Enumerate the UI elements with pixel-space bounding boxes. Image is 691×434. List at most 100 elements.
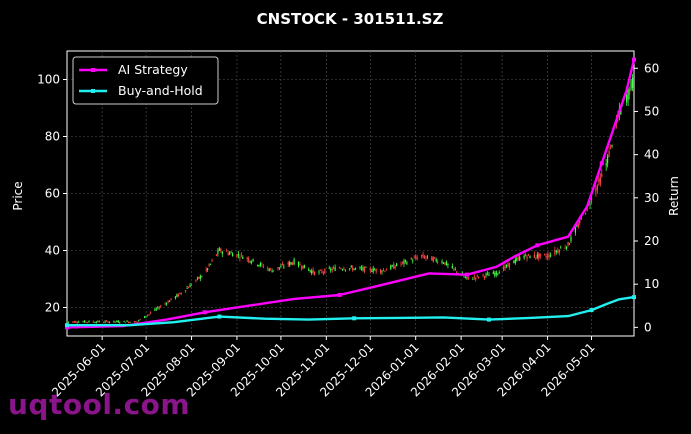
candle-body (394, 266, 396, 268)
candle-body (369, 268, 371, 271)
candle-body (139, 319, 141, 321)
candle-body (467, 277, 470, 279)
candle-body (374, 269, 376, 271)
candle-body (444, 262, 446, 265)
candle-body (308, 269, 310, 271)
candle-body (425, 257, 427, 259)
candle-body (215, 254, 218, 256)
candle-body (174, 296, 177, 299)
candle-body (393, 264, 395, 269)
candle-body (220, 248, 222, 252)
candle-body (503, 266, 505, 271)
candle-body (371, 271, 373, 272)
legend-bh-label: Buy-and-Hold (118, 83, 203, 98)
candle-body (324, 269, 326, 274)
left-tick-label: 60 (45, 187, 60, 201)
candle-body (344, 269, 346, 271)
candle-body (299, 264, 301, 266)
left-axis-label: Price (11, 181, 25, 210)
candle-body (349, 268, 351, 270)
candle-body (311, 270, 313, 274)
ai-strategy-marker (632, 57, 636, 62)
legend: AI Strategy Buy-and-Hold (72, 56, 219, 105)
candle-body (95, 321, 97, 323)
candle-body (568, 243, 571, 245)
candle-body (560, 247, 562, 249)
candle-body (218, 248, 220, 251)
right-tick-label: 40 (644, 148, 659, 162)
candle-body (272, 270, 275, 272)
candle-body (420, 255, 423, 257)
candle-body (207, 268, 209, 270)
series-lines (65, 57, 636, 330)
candle-body (237, 254, 240, 256)
candle-body (538, 253, 540, 259)
candle-body (412, 260, 414, 262)
left-tick-label: 20 (45, 301, 60, 315)
candle-body (227, 252, 229, 255)
candle-body (548, 254, 550, 258)
candle-body (302, 265, 304, 269)
candle-body (620, 108, 622, 115)
candle-body (318, 271, 320, 273)
candle-body (268, 269, 270, 271)
candle-body (609, 144, 612, 146)
candle-body (473, 276, 475, 278)
candle-body (146, 315, 149, 317)
candle-body (73, 321, 75, 323)
candle-body (451, 266, 453, 269)
candle-body (579, 218, 581, 224)
candle-body (544, 253, 546, 255)
candle-body (168, 300, 171, 302)
right-tick-label: 20 (644, 234, 659, 248)
legend-bh-marker (91, 89, 95, 93)
candle-body (314, 271, 316, 275)
candle-body (526, 256, 528, 259)
candle-body (475, 277, 477, 280)
candle-body (598, 178, 600, 182)
right-tick-label: 60 (644, 61, 659, 75)
candle-body (601, 174, 603, 177)
candle-body (340, 268, 342, 270)
candle-body (590, 197, 593, 203)
candle-body (564, 247, 566, 249)
buy-and-hold-marker (65, 323, 69, 328)
candle-body (211, 260, 213, 262)
candle-body (330, 268, 332, 271)
candle-body (226, 250, 228, 252)
candle-body (554, 249, 556, 254)
candle-body (539, 253, 541, 257)
candle-body (149, 312, 152, 314)
candle-body (123, 320, 125, 322)
candle-body (259, 263, 261, 266)
candle-body (570, 236, 572, 242)
legend-ai-label: AI Strategy (118, 62, 188, 77)
grid (67, 51, 634, 336)
candle-body (293, 259, 295, 265)
candle-body (630, 80, 632, 89)
candle-body (365, 267, 367, 268)
candle-body (86, 322, 89, 323)
candle-body (494, 273, 496, 276)
candle-body (160, 306, 162, 307)
candle-body (529, 255, 531, 259)
candle-body (558, 249, 560, 253)
candle-body (105, 320, 108, 322)
left-tick-label: 100 (37, 73, 60, 87)
candle-body (353, 268, 355, 270)
candle-body (595, 188, 597, 192)
candle-body (523, 255, 525, 259)
candle-body (107, 321, 109, 323)
candle-body (271, 270, 273, 273)
candle-body (362, 267, 364, 270)
candle-body (67, 321, 70, 323)
candle-body (401, 261, 404, 263)
candle-body (545, 256, 547, 258)
candle-body (372, 268, 374, 272)
candle-body (198, 276, 200, 279)
candle-body (277, 267, 279, 270)
candle-body (242, 257, 244, 259)
candle-body (435, 259, 437, 262)
candle-body (76, 322, 78, 324)
